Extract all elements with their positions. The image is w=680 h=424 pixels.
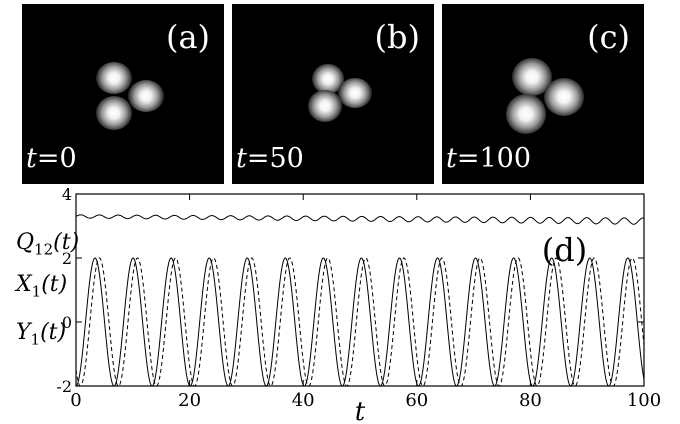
y-label-y1: Y1(t) bbox=[16, 320, 67, 349]
panel-label-d: (d) bbox=[542, 231, 587, 269]
y-tick-label: 0 bbox=[62, 313, 72, 332]
time-label: t=50 bbox=[236, 143, 304, 174]
x-tick-label: 20 bbox=[178, 390, 201, 411]
density-blob bbox=[96, 62, 132, 94]
x-axis-label: t bbox=[355, 397, 366, 424]
y-tick-label: 4 bbox=[62, 186, 72, 204]
y-label-x1: X1(t) bbox=[16, 272, 68, 301]
panel-label: (c) bbox=[587, 18, 630, 56]
plot-frame bbox=[75, 193, 645, 387]
panel-label: (b) bbox=[374, 18, 420, 56]
time-label: t=100 bbox=[446, 143, 532, 174]
series-line-x1 bbox=[75, 257, 645, 387]
panel-label: (a) bbox=[165, 18, 210, 56]
snapshot-panel-c: (c) t=100 bbox=[442, 4, 644, 184]
series-line-q12 bbox=[75, 214, 645, 225]
x-tick-label: 80 bbox=[519, 390, 542, 411]
density-blob bbox=[338, 78, 372, 108]
density-blob bbox=[128, 80, 164, 112]
x-tick-label: 40 bbox=[292, 390, 315, 411]
density-blob bbox=[506, 94, 546, 134]
density-blob bbox=[544, 78, 584, 116]
snapshot-panel-a: (a) t=0 bbox=[22, 4, 224, 184]
time-label: t=0 bbox=[26, 143, 77, 174]
snapshot-panel-b: (b) t=50 bbox=[232, 4, 434, 184]
y-tick-label: -2 bbox=[56, 377, 72, 396]
x-tick-label: 60 bbox=[405, 390, 428, 411]
x-tick-label: 100 bbox=[627, 390, 661, 411]
density-blob bbox=[96, 96, 132, 130]
density-blob bbox=[308, 90, 342, 122]
y-label-q12: Q12(t) bbox=[16, 230, 80, 259]
x-tick-label: 0 bbox=[70, 390, 81, 411]
y-tick-label: 2 bbox=[62, 249, 72, 268]
